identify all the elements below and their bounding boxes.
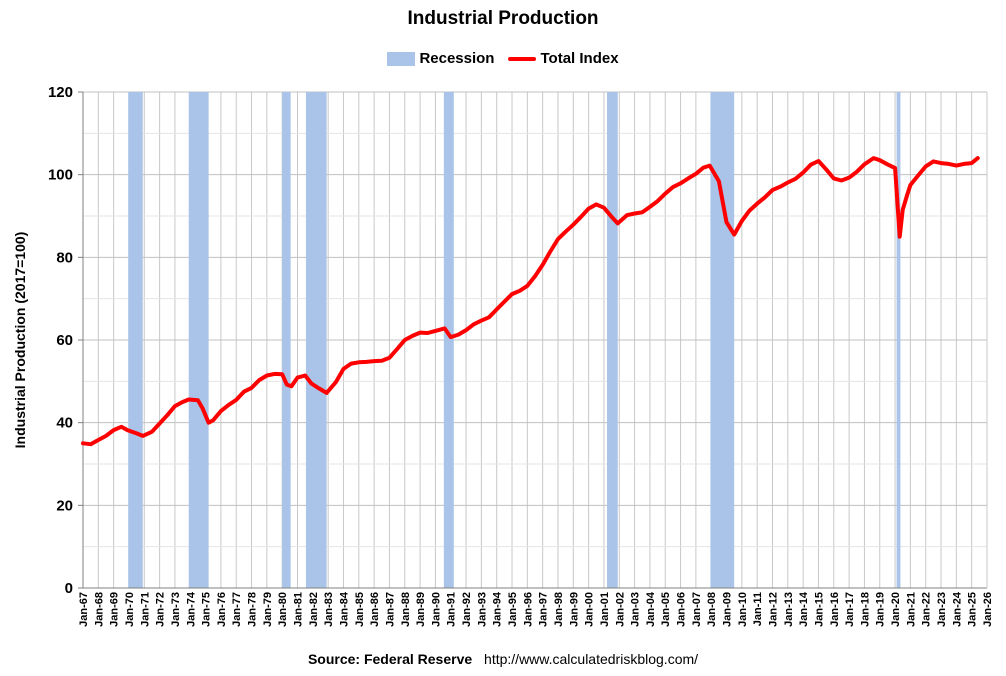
x-tick-label: Jan-94 (492, 591, 504, 627)
x-tick-label: Jan-70 (124, 592, 136, 627)
x-tick-label: Jan-88 (400, 592, 412, 627)
legend-item-total-index: Total Index (508, 50, 619, 67)
x-tick-label: Jan-71 (139, 592, 151, 627)
x-tick-label: Jan-08 (706, 592, 718, 627)
x-tick-label: Jan-81 (293, 592, 305, 627)
x-tick-label: Jan-11 (752, 592, 764, 626)
x-tick-label: Jan-77 (231, 592, 243, 627)
x-tick-label: Jan-12 (767, 592, 779, 627)
x-tick-label: Jan-17 (844, 592, 856, 627)
x-tick-label: Jan-21 (905, 592, 917, 627)
recession-bar (305, 92, 327, 588)
x-tick-label: Jan-82 (308, 592, 320, 627)
x-tick-label: Jan-15 (813, 592, 825, 627)
recession-bar (443, 92, 454, 588)
x-tick-label: Jan-69 (109, 592, 121, 627)
x-tick-label: Jan-76 (216, 592, 228, 627)
x-tick-label: Jan-97 (538, 592, 550, 627)
x-tick-label: Jan-14 (798, 591, 810, 627)
x-tick-label: Jan-85 (354, 592, 366, 627)
legend-label-recession: Recession (419, 50, 495, 67)
x-tick-label: Jan-13 (783, 592, 795, 627)
x-tick-label: Jan-03 (630, 592, 642, 627)
x-tick-label: Jan-84 (338, 591, 350, 627)
x-tick-label: Jan-09 (722, 592, 734, 627)
recession-bar (282, 92, 291, 588)
x-tick-label: Jan-16 (829, 592, 841, 627)
x-tick-label: Jan-74 (185, 591, 197, 627)
x-tick-label: Jan-80 (277, 592, 289, 627)
series-line-total-index (81, 156, 980, 447)
x-tick-label: Jan-96 (522, 592, 534, 627)
chart-title: Industrial Production (407, 8, 599, 29)
recession-bar (607, 92, 618, 588)
recession-bar (896, 92, 901, 588)
x-tick-label: Jan-73 (170, 592, 182, 627)
y-tick-label: 60 (56, 332, 73, 349)
x-tick-label: Jan-18 (859, 592, 871, 627)
x-tick-label: Jan-87 (384, 592, 396, 627)
x-tick-label: Jan-26 (982, 592, 994, 627)
x-tick-label: Jan-19 (875, 592, 887, 627)
x-tick-label: Jan-01 (599, 592, 611, 627)
recession-bar (188, 92, 209, 588)
y-tick-label: 80 (56, 249, 73, 266)
recession-bar (710, 92, 735, 588)
x-tick-label: Jan-10 (737, 592, 749, 627)
legend: Recession Total Index (0, 50, 1006, 67)
x-tick-label: Jan-06 (676, 592, 688, 627)
x-tick-label: Jan-24 (951, 591, 963, 627)
x-tick-label: Jan-25 (967, 592, 979, 627)
x-tick-label: Jan-95 (507, 592, 519, 627)
x-tick-label: Jan-22 (921, 592, 933, 627)
recession-bar (128, 92, 143, 588)
x-tick-label: Jan-86 (369, 592, 381, 627)
source-line: Source: Federal Reserve http://www.calcu… (0, 651, 1006, 667)
x-tick-label: Jan-67 (78, 592, 90, 627)
total-index-swatch (508, 56, 537, 61)
x-tick-label: Jan-98 (553, 592, 565, 627)
x-tick-label: Jan-93 (476, 592, 488, 627)
x-tick-label: Jan-00 (584, 592, 596, 627)
x-tick-label: Jan-68 (93, 592, 105, 627)
x-tick-label: Jan-07 (691, 592, 703, 627)
x-tick-label: Jan-90 (430, 592, 442, 627)
y-tick-label: 40 (56, 415, 73, 432)
x-tick-label: Jan-02 (614, 592, 626, 627)
source-text: Source: Federal Reserve (307, 651, 473, 667)
x-tick-label: Jan-83 (323, 592, 335, 627)
y-tick-label: 0 (65, 580, 73, 597)
x-tick-label: Jan-04 (645, 591, 657, 627)
x-tick-label: Jan-99 (568, 592, 580, 627)
x-tick-label: Jan-05 (660, 592, 672, 627)
x-tick-label: Jan-75 (201, 592, 213, 627)
x-tick-label: Jan-72 (155, 592, 167, 627)
x-tick-label: Jan-23 (936, 592, 948, 627)
recession-swatch (387, 51, 416, 66)
y-tick-label: 100 (48, 167, 73, 184)
y-tick-label: 120 (48, 84, 73, 101)
x-tick-label: Jan-89 (415, 592, 427, 627)
source-url: http://www.calculatedriskblog.com/ (484, 651, 699, 667)
legend-label-total-index: Total Index (540, 50, 619, 67)
x-tick-label: Jan-91 (446, 592, 458, 627)
y-tick-label: 20 (56, 497, 73, 514)
x-tick-label: Jan-92 (461, 592, 473, 627)
x-tick-label: Jan-79 (262, 592, 274, 627)
x-tick-label: Jan-20 (890, 592, 902, 627)
x-tick-label: Jan-78 (247, 592, 259, 627)
legend-item-recession: Recession (387, 50, 494, 67)
